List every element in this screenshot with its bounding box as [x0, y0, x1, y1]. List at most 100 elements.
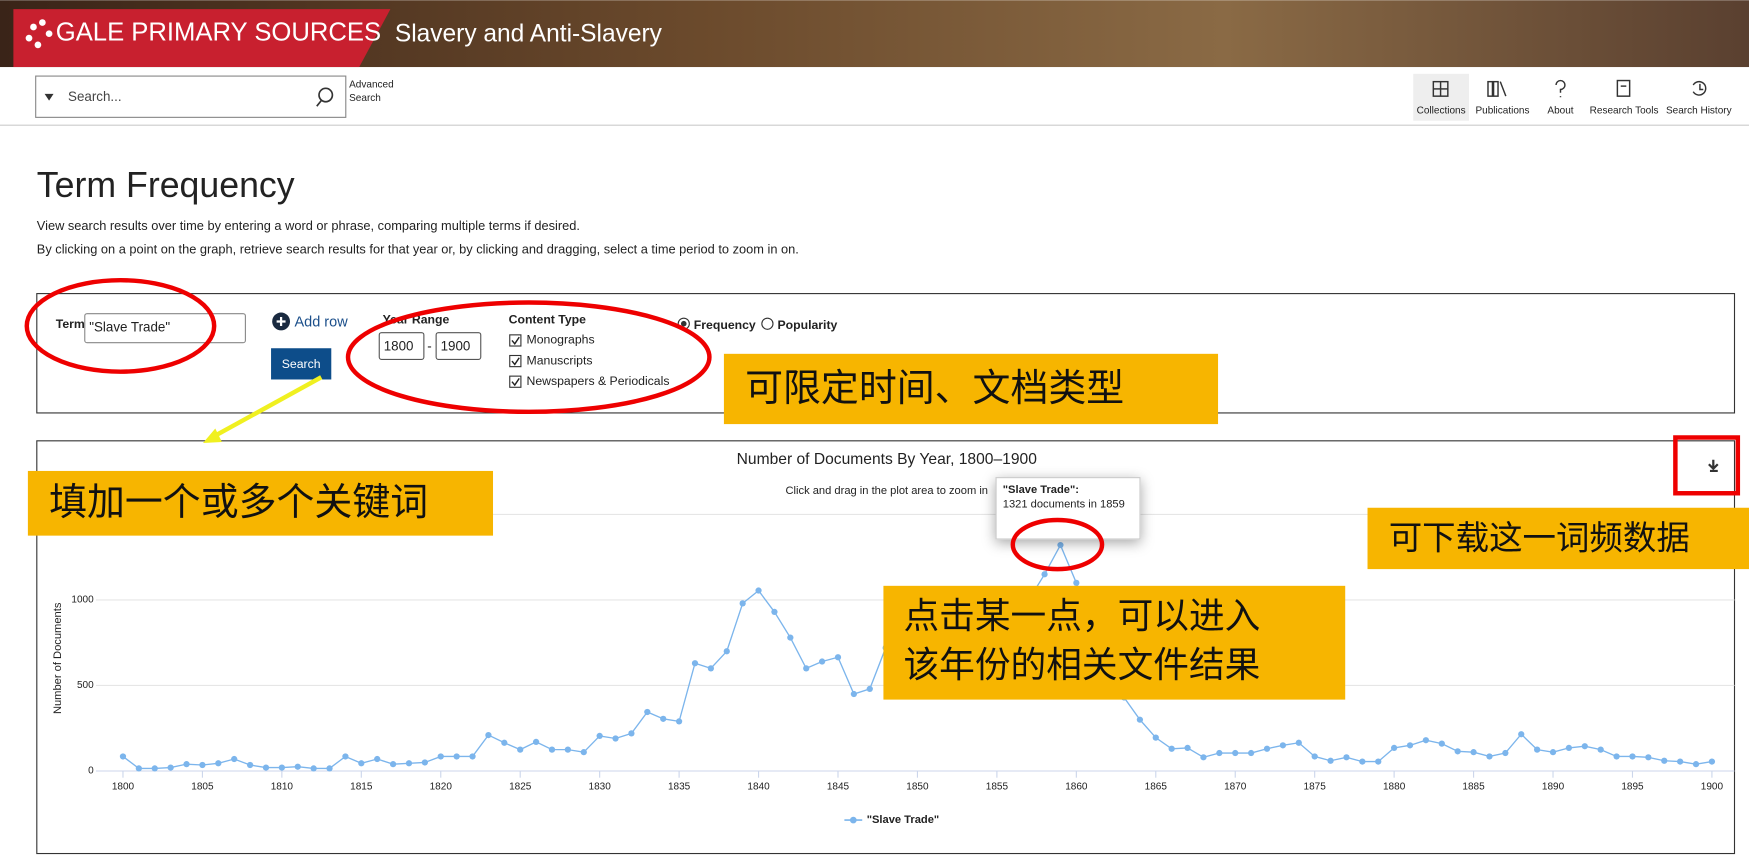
content-type[interactable]: Manuscripts — [526, 353, 592, 367]
data-point[interactable] — [819, 658, 825, 664]
data-point[interactable] — [454, 753, 460, 759]
data-point[interactable] — [1280, 742, 1286, 748]
advanced-search[interactable]: Search — [349, 93, 381, 104]
collection-name[interactable]: Slavery and Anti-Slavery — [395, 20, 663, 47]
data-point[interactable] — [708, 665, 714, 671]
data-point[interactable] — [755, 587, 761, 593]
data-point[interactable] — [565, 746, 571, 752]
data-point[interactable] — [374, 756, 380, 762]
checkbox[interactable] — [510, 335, 521, 346]
data-point[interactable] — [1661, 758, 1667, 764]
data-point[interactable] — [311, 765, 317, 771]
data-point[interactable] — [1248, 750, 1254, 756]
data-point[interactable] — [1359, 758, 1365, 764]
data-point[interactable] — [517, 746, 523, 752]
data-point[interactable] — [1312, 753, 1318, 759]
data-point[interactable] — [469, 753, 475, 759]
data-point[interactable] — [1375, 758, 1381, 764]
data-point[interactable] — [724, 648, 730, 654]
data-point[interactable] — [1232, 750, 1238, 756]
data-point[interactable] — [152, 765, 158, 771]
mode-frequency[interactable]: Frequency — [694, 318, 756, 332]
data-point[interactable] — [676, 718, 682, 724]
data-point[interactable] — [1343, 754, 1349, 760]
content-type[interactable]: Monographs — [526, 333, 594, 347]
data-point[interactable] — [1327, 758, 1333, 764]
data-point[interactable] — [787, 634, 793, 640]
nav-item[interactable]: Publications — [1475, 105, 1529, 116]
checkbox[interactable] — [510, 376, 521, 387]
data-point[interactable] — [1423, 737, 1429, 743]
data-point[interactable] — [644, 709, 650, 715]
data-point[interactable] — [438, 753, 444, 759]
data-point[interactable] — [1439, 741, 1445, 747]
data-point[interactable] — [1613, 753, 1619, 759]
data-point[interactable] — [1153, 735, 1159, 741]
data-point[interactable] — [1073, 580, 1079, 586]
data-point[interactable] — [263, 764, 269, 770]
data-point[interactable] — [390, 761, 396, 767]
data-point[interactable] — [422, 759, 428, 765]
mode-popularity[interactable]: Popularity — [777, 318, 837, 332]
search-button-label[interactable]: Search — [282, 357, 321, 371]
data-point[interactable] — [1486, 753, 1492, 759]
data-point[interactable] — [835, 654, 841, 660]
data-point[interactable] — [120, 753, 126, 759]
brand-name[interactable]: GALE PRIMARY SOURCES — [56, 18, 381, 46]
data-point[interactable] — [1169, 746, 1175, 752]
data-point[interactable] — [1391, 745, 1397, 751]
data-point[interactable] — [867, 686, 873, 692]
data-point[interactable] — [1137, 717, 1143, 723]
nav-item[interactable]: Collections — [1417, 105, 1466, 116]
data-point[interactable] — [342, 753, 348, 759]
data-point[interactable] — [199, 762, 205, 768]
data-point[interactable] — [1455, 748, 1461, 754]
data-point[interactable] — [851, 691, 857, 697]
data-point[interactable] — [136, 765, 142, 771]
legend-entry[interactable]: "Slave Trade" — [867, 814, 940, 826]
data-point[interactable] — [628, 730, 634, 736]
radio-popularity[interactable] — [762, 318, 773, 329]
data-point[interactable] — [1184, 745, 1190, 751]
advanced-search[interactable]: Advanced — [349, 80, 394, 91]
data-point[interactable] — [1200, 754, 1206, 760]
data-point[interactable] — [1502, 750, 1508, 756]
data-point[interactable] — [326, 765, 332, 771]
data-point[interactable] — [1709, 758, 1715, 764]
data-point[interactable] — [1407, 742, 1413, 748]
data-point[interactable] — [1057, 542, 1063, 548]
nav-item[interactable]: Search History — [1666, 105, 1732, 116]
data-point[interactable] — [406, 760, 412, 766]
data-point[interactable] — [1582, 743, 1588, 749]
data-point[interactable] — [485, 732, 491, 738]
data-point[interactable] — [660, 716, 666, 722]
data-point[interactable] — [183, 761, 189, 767]
data-point[interactable] — [1470, 749, 1476, 755]
data-point[interactable] — [581, 749, 587, 755]
data-point[interactable] — [1598, 746, 1604, 752]
data-point[interactable] — [692, 660, 698, 666]
data-point[interactable] — [771, 609, 777, 615]
data-point[interactable] — [1264, 746, 1270, 752]
data-point[interactable] — [1629, 753, 1635, 759]
nav-item[interactable]: Research Tools — [1590, 105, 1659, 116]
data-point[interactable] — [501, 740, 507, 746]
data-point[interactable] — [1693, 761, 1699, 767]
year-to[interactable]: 1900 — [441, 339, 471, 354]
year-from[interactable]: 1800 — [384, 339, 414, 354]
data-point[interactable] — [533, 739, 539, 745]
data-point[interactable] — [1550, 749, 1556, 755]
data-point[interactable] — [231, 756, 237, 762]
checkbox[interactable] — [510, 355, 521, 366]
data-point[interactable] — [1645, 754, 1651, 760]
term-value[interactable]: "Slave Trade" — [89, 320, 170, 335]
data-point[interactable] — [1041, 571, 1047, 577]
content-type[interactable]: Newspapers & Periodicals — [526, 374, 669, 388]
data-point[interactable] — [1216, 750, 1222, 756]
data-point[interactable] — [740, 600, 746, 606]
data-point[interactable] — [612, 735, 618, 741]
data-point[interactable] — [168, 764, 174, 770]
data-point[interactable] — [358, 760, 364, 766]
data-point[interactable] — [1518, 731, 1524, 737]
data-point[interactable] — [1566, 745, 1572, 751]
